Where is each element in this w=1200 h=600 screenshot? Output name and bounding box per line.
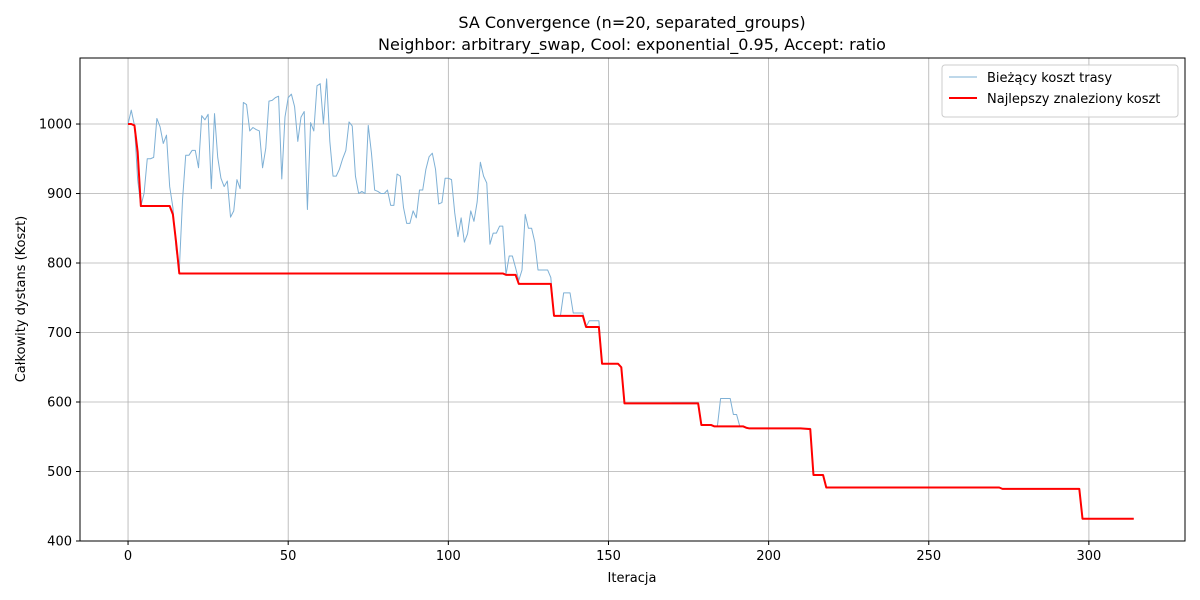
x-axis-label: Iteracja <box>608 571 657 586</box>
legend-label-current: Bieżący koszt trasy <box>987 71 1112 86</box>
x-tick-label: 200 <box>756 549 781 564</box>
grid-lines <box>80 58 1185 542</box>
y-tick-label: 1000 <box>39 118 72 133</box>
x-tick-label: 0 <box>124 549 132 564</box>
legend: Bieżący koszt trasy Najlepszy znaleziony… <box>941 64 1179 118</box>
chart-subtitle: Neighbor: arbitrary_swap, Cool: exponent… <box>378 35 886 55</box>
y-tick-label: 900 <box>47 187 72 202</box>
best-cost-line <box>128 123 1134 520</box>
chart-title: SA Convergence (n=20, separated_groups) <box>458 13 805 33</box>
x-axis-ticks: 0 50 100 150 200 250 300 <box>124 541 1101 564</box>
y-tick-label: 700 <box>47 326 72 341</box>
x-tick-label: 250 <box>916 549 941 564</box>
current-cost-line <box>127 78 1134 520</box>
y-tick-label: 600 <box>47 396 72 411</box>
x-tick-label: 300 <box>1076 549 1101 564</box>
series-layer <box>127 78 1134 520</box>
plot-frame <box>79 57 1186 542</box>
y-tick-label: 800 <box>47 257 72 272</box>
x-tick-label: 50 <box>280 549 297 564</box>
y-tick-label: 400 <box>47 535 72 550</box>
legend-box <box>941 64 1179 118</box>
x-tick-label: 150 <box>596 549 621 564</box>
x-tick-label: 100 <box>436 549 461 564</box>
y-tick-label: 500 <box>47 465 72 480</box>
y-axis-ticks: 400 500 600 700 800 900 1000 <box>39 118 80 550</box>
legend-label-best: Najlepszy znaleziony koszt <box>987 92 1160 107</box>
y-axis-label: Całkowity dystans (Koszt) <box>14 216 29 383</box>
